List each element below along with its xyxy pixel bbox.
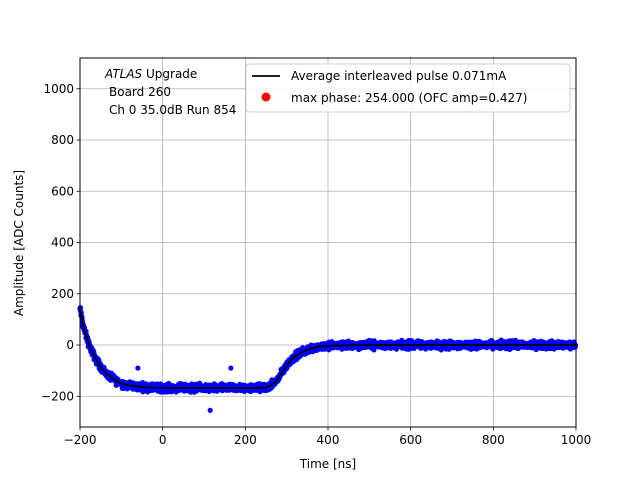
y-tick-label: 400 — [51, 236, 74, 250]
average-pulse-line — [79, 308, 576, 389]
y-tick-label: 0 — [66, 338, 74, 352]
x-tick-label: 600 — [399, 433, 422, 447]
legend-label-max-phase: max phase: 254.000 (OFC amp=0.427) — [291, 91, 527, 105]
y-tick-label: −200 — [41, 389, 74, 403]
legend-label-average: Average interleaved pulse 0.071mA — [291, 69, 507, 83]
annotation-run: Ch 0 35.0dB Run 854 — [109, 103, 236, 117]
x-axis-label: Time [ns] — [299, 457, 356, 471]
y-tick-label: 600 — [51, 184, 74, 198]
legend-box — [245, 63, 571, 113]
x-tick-label: 200 — [234, 433, 257, 447]
y-tick-label: 800 — [51, 133, 74, 147]
y-axis-label: Amplitude [ADC Counts] — [12, 170, 26, 316]
x-tick-label: 1000 — [561, 433, 592, 447]
annotation-upgrade: Upgrade — [142, 67, 197, 81]
annotation-board: Board 260 — [109, 85, 171, 99]
x-tick-label: 800 — [482, 433, 505, 447]
outlier-point — [207, 407, 213, 413]
svg-text:ATLAS Upgrade: ATLAS Upgrade — [104, 67, 197, 81]
y-tick-label: 1000 — [43, 82, 74, 96]
x-tick-label: 0 — [159, 433, 167, 447]
x-tick-label: −200 — [64, 433, 97, 447]
legend: Average interleaved pulse 0.071mA max ph… — [245, 63, 571, 113]
x-tick-label: 400 — [317, 433, 340, 447]
outlier-point — [135, 365, 141, 371]
outlier-point — [228, 365, 234, 371]
y-tick-label: 200 — [51, 287, 74, 301]
y-axis-ticks: −200 0 200 400 600 800 1000 — [41, 82, 80, 403]
legend-marker-swatch — [261, 92, 271, 102]
atlas-annotation: ATLAS Upgrade Board 260 Ch 0 35.0dB Run … — [104, 67, 236, 117]
x-axis-ticks: −200 0 200 400 600 800 1000 — [64, 427, 592, 447]
annotation-atlas: ATLAS — [104, 67, 143, 81]
